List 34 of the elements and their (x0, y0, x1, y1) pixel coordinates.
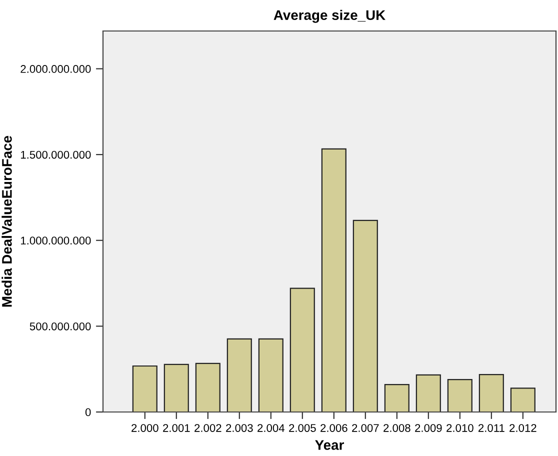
bar (226, 338, 252, 412)
y-tick-label: 1.500.000.000 (20, 150, 91, 159)
y-axis-title: Media DealValueEuroFace (2, 136, 12, 307)
x-tick-label: 2.004 (258, 424, 284, 432)
x-tick-label: 2.002 (194, 424, 222, 432)
bar (478, 374, 504, 412)
x-tick-label: 2.010 (446, 424, 474, 432)
chart-title: Average size_UK (274, 10, 386, 23)
bar (510, 388, 536, 412)
bar (258, 338, 284, 412)
bar (384, 384, 410, 412)
bar (416, 374, 441, 412)
y-tick-label: 500.000.000 (30, 322, 91, 330)
x-tick-label: 2.001 (163, 424, 190, 432)
bar (352, 220, 378, 412)
x-tick-label: 2.003 (226, 424, 253, 432)
x-tick-label: 2.006 (320, 424, 348, 432)
x-tick-label: 2.011 (478, 424, 504, 432)
bar (195, 362, 220, 412)
x-tick-label: 2.007 (352, 424, 379, 432)
x-tick-label: 2.000 (132, 424, 158, 432)
y-tick-label: 1.000.000.000 (20, 236, 91, 245)
bar (447, 379, 472, 412)
bar (164, 364, 189, 412)
bar (290, 288, 315, 412)
bar (132, 365, 158, 412)
bar (321, 148, 346, 412)
y-tick-label: 0 (85, 408, 91, 416)
x-tick-label: 2.008 (384, 424, 410, 432)
x-tick-label: 2.005 (289, 424, 316, 432)
x-tick-label: 2.009 (415, 424, 442, 432)
x-axis-title: Year (315, 440, 344, 450)
y-tick-label: 2.000.000.000 (20, 65, 91, 73)
x-tick-label: 2.012 (510, 424, 536, 432)
